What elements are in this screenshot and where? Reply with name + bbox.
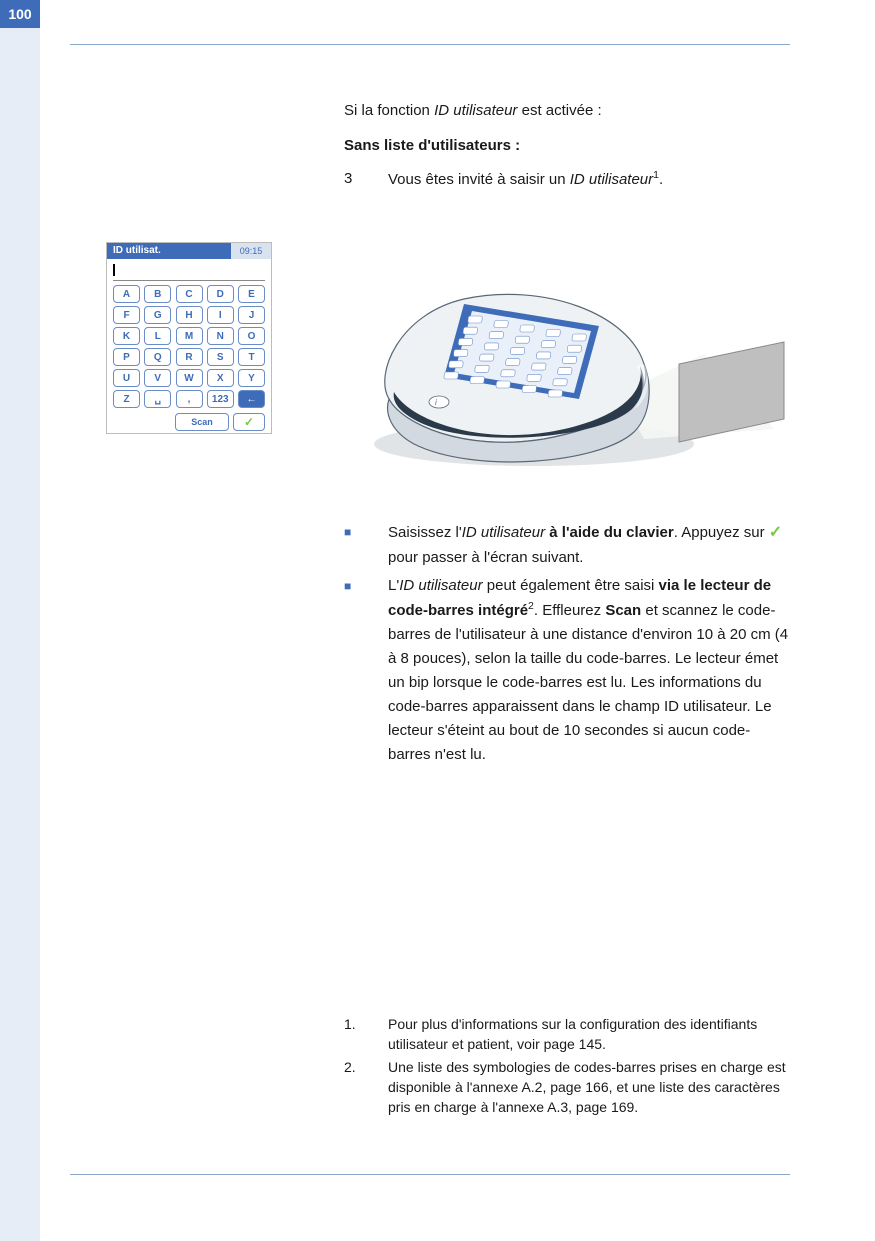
letter-key[interactable]: G [144, 306, 171, 324]
letter-key[interactable]: T [238, 348, 265, 366]
footnote-text: Pour plus d'informations sur la configur… [388, 1014, 790, 1055]
confirm-button[interactable]: ✓ [233, 413, 265, 431]
text-cursor [113, 264, 115, 276]
bullet-item: ■L'ID utilisateur peut également être sa… [344, 574, 790, 767]
check-icon: ✓ [769, 520, 782, 546]
letter-key[interactable]: V [144, 369, 171, 387]
letter-key[interactable]: Z [113, 390, 140, 408]
keyboard-row: PQRST [113, 348, 265, 366]
space-key[interactable]: ␣ [144, 390, 171, 408]
keyboard-row: Z␣,123← [113, 390, 265, 408]
keyboard-grid: ABCDE FGHIJ KLMNO PQRST UVWXY Z␣,123← [107, 283, 271, 408]
bullet-text: L'ID utilisateur peut également être sai… [388, 574, 790, 767]
letter-key[interactable]: , [176, 390, 203, 408]
letter-key[interactable]: N [207, 327, 234, 345]
bullet-item: ■Saisissez l'ID utilisateur à l'aide du … [344, 520, 790, 570]
page-number: 100 [8, 6, 31, 22]
footnote-text: Une liste des symbologies de codes-barre… [388, 1057, 790, 1118]
step-suffix: . [659, 171, 663, 188]
main-content: Si la fonction ID utilisateur est activé… [344, 100, 790, 207]
text-run: . Appuyez sur [674, 524, 769, 541]
letter-key[interactable]: X [207, 369, 234, 387]
letter-key[interactable]: R [176, 348, 203, 366]
svg-text:i: i [435, 398, 437, 407]
intro-suffix: est activée : [517, 102, 601, 119]
text-run: L' [388, 577, 399, 594]
bold-term: à l'aide du clavier [549, 524, 673, 541]
letter-key[interactable]: K [113, 327, 140, 345]
step-text: Vous êtes invité à saisir un ID utilisat… [388, 168, 790, 192]
step-prefix: Vous êtes invité à saisir un [388, 171, 570, 188]
footnote: 2.Une liste des symbologies de codes-bar… [344, 1057, 790, 1118]
letter-key[interactable]: L [144, 327, 171, 345]
italic-term: ID utilisateur [462, 524, 545, 541]
screen-titlebar: ID utilisat. 09:15 [107, 243, 271, 259]
rule-bottom [70, 1174, 790, 1175]
letter-key[interactable]: D [207, 285, 234, 303]
keyboard-row: ABCDE [113, 285, 265, 303]
step-italic: ID utilisateur [570, 171, 653, 188]
scan-button[interactable]: Scan [175, 413, 229, 431]
italic-term: ID utilisateur [399, 577, 482, 594]
backspace-key[interactable]: ← [238, 390, 265, 408]
text-run: . Effleurez [534, 602, 605, 619]
rule-top [70, 44, 790, 45]
letter-key[interactable]: J [238, 306, 265, 324]
id-input-field[interactable] [113, 263, 265, 281]
footnotes: 1.Pour plus d'informations sur la config… [344, 1014, 790, 1119]
side-band [0, 0, 40, 1241]
intro-italic: ID utilisateur [434, 102, 517, 119]
keyboard-row: FGHIJ [113, 306, 265, 324]
letter-key[interactable]: A [113, 285, 140, 303]
letter-key[interactable]: Y [238, 369, 265, 387]
letter-key[interactable]: Q [144, 348, 171, 366]
bullet-text: Saisissez l'ID utilisateur à l'aide du c… [388, 520, 790, 570]
footnote-number: 1. [344, 1014, 388, 1055]
bold-term: Scan [605, 602, 641, 619]
screen-title: ID utilisat. [107, 243, 231, 259]
letter-key[interactable]: F [113, 306, 140, 324]
letter-key[interactable]: S [207, 348, 234, 366]
page-number-tab: 100 [0, 0, 40, 28]
device-screen-mock: ID utilisat. 09:15 ABCDEFGHIJKLMNOPQRSTU… [106, 242, 272, 434]
letter-key[interactable]: I [207, 306, 234, 324]
letter-key[interactable]: W [176, 369, 203, 387]
footnote-number: 2. [344, 1057, 388, 1118]
keyboard-row: UVWXY [113, 369, 265, 387]
letter-key[interactable]: P [113, 348, 140, 366]
numeric-key[interactable]: 123 [207, 390, 234, 408]
text-run: et scannez le code-barres de l'utilisate… [388, 602, 788, 763]
screen-time: 09:15 [231, 243, 271, 259]
letter-key[interactable]: H [176, 306, 203, 324]
step-number: 3 [344, 168, 388, 192]
keyboard-row: KLMNO [113, 327, 265, 345]
text-run: pour passer à l'écran suivant. [388, 549, 583, 566]
intro-prefix: Si la fonction [344, 102, 434, 119]
letter-key[interactable]: E [238, 285, 265, 303]
step-row: 3 Vous êtes invité à saisir un ID utilis… [344, 168, 790, 192]
letter-key[interactable]: B [144, 285, 171, 303]
letter-key[interactable]: O [238, 327, 265, 345]
device-illustration: i [344, 244, 790, 488]
keyboard-footer: Scan ✓ [107, 411, 271, 431]
text-run: Saisissez l' [388, 524, 462, 541]
bullet-marker-icon: ■ [344, 574, 388, 767]
footnote: 1.Pour plus d'informations sur la config… [344, 1014, 790, 1055]
letter-key[interactable]: C [176, 285, 203, 303]
bullet-marker-icon: ■ [344, 520, 388, 570]
bullet-list: ■Saisissez l'ID utilisateur à l'aide du … [344, 520, 790, 771]
subheading: Sans liste d'utilisateurs : [344, 137, 790, 154]
intro-line: Si la fonction ID utilisateur est activé… [344, 100, 790, 123]
letter-key[interactable]: U [113, 369, 140, 387]
letter-key[interactable]: M [176, 327, 203, 345]
text-run: peut également être saisi [483, 577, 659, 594]
